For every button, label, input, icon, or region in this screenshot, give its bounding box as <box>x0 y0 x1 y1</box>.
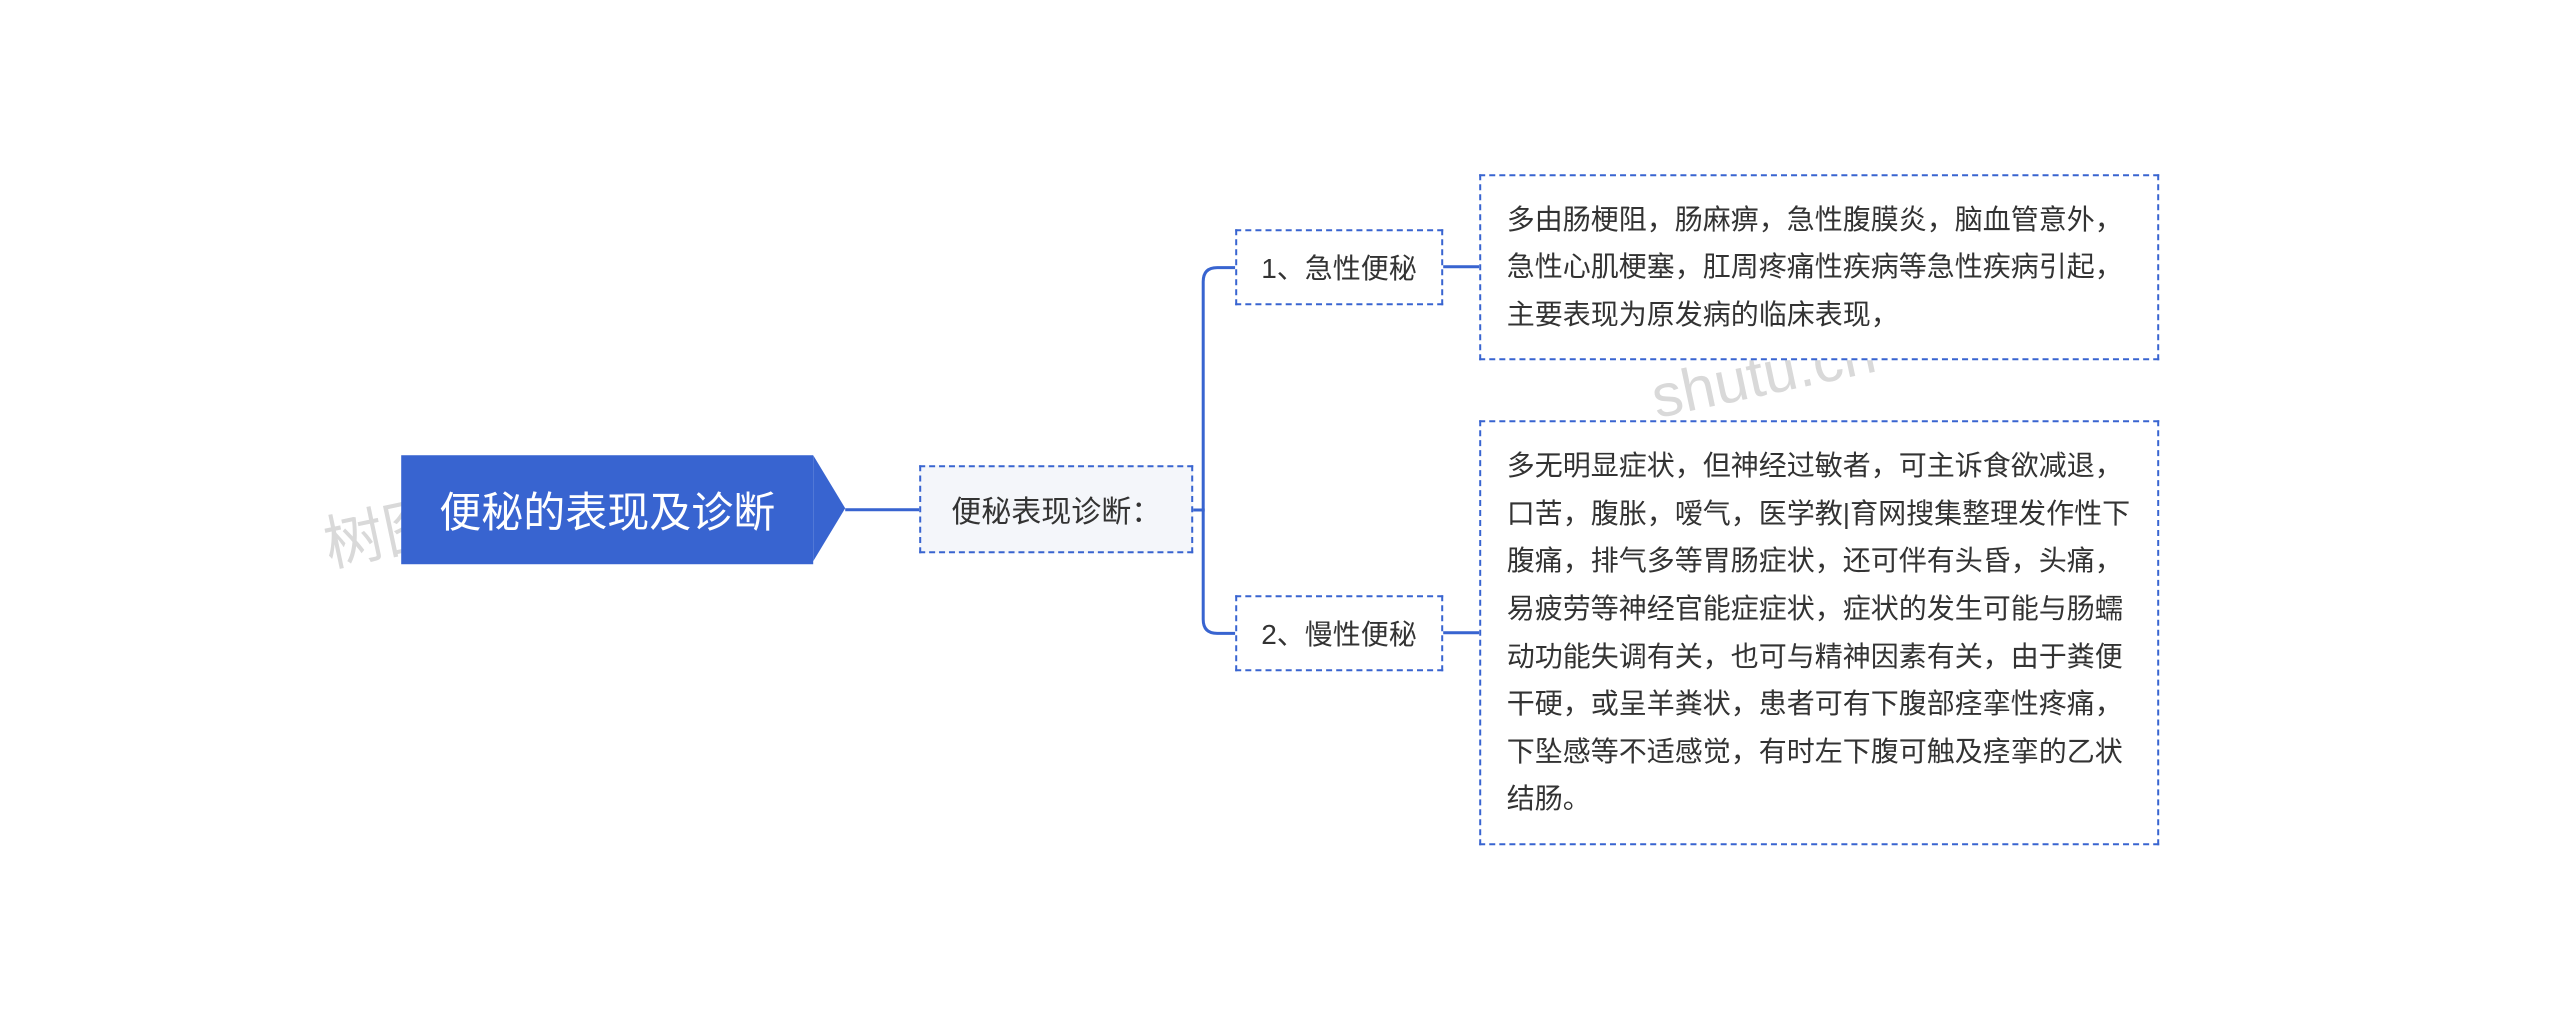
level2-node-chronic[interactable]: 2、慢性便秘 <box>1235 595 1443 671</box>
level3-node-chronic[interactable]: 多无明显症状，但神经过敏者，可主诉食欲减退，口苦，腹胀，嗳气，医学教|育网搜集整… <box>1479 421 2159 846</box>
branch-item-2: 2、慢性便秘 多无明显症状，但神经过敏者，可主诉食欲减退，口苦，腹胀，嗳气，医学… <box>1235 421 2159 846</box>
connector-root-to-level1 <box>845 508 919 511</box>
connector-level2-2 <box>1443 631 1479 634</box>
branch-connector-svg <box>1193 174 1235 846</box>
level1-label: 便秘表现诊断： <box>951 497 1161 530</box>
root-node[interactable]: 便秘的表现及诊断 <box>401 455 813 564</box>
branch-container: 1、急性便秘 多由肠梗阻，肠麻痹，急性腹膜炎，脑血管意外，急性心肌梗塞，肛周疼痛… <box>1235 174 2159 846</box>
root-label: 便秘的表现及诊断 <box>439 479 775 540</box>
level2-label-1: 1、急性便秘 <box>1261 253 1417 284</box>
level1-node[interactable]: 便秘表现诊断： <box>919 466 1193 554</box>
level2-label-2: 2、慢性便秘 <box>1261 619 1417 650</box>
level3-detail-2: 多无明显症状，但神经过敏者，可主诉食欲减退，口苦，腹胀，嗳气，医学教|育网搜集整… <box>1507 451 2130 815</box>
branch-item-1: 1、急性便秘 多由肠梗阻，肠麻痹，急性腹膜炎，脑血管意外，急性心肌梗塞，肛周疼痛… <box>1235 174 2159 361</box>
mindmap-container: 便秘的表现及诊断 便秘表现诊断： 1、急性便秘 多由肠梗阻，肠麻痹，急性腹膜炎，… <box>401 174 2159 846</box>
level2-node-acute[interactable]: 1、急性便秘 <box>1235 229 1443 305</box>
level3-node-acute[interactable]: 多由肠梗阻，肠麻痹，急性腹膜炎，脑血管意外，急性心肌梗塞，肛周疼痛性疾病等急性疾… <box>1479 174 2159 361</box>
level3-detail-1: 多由肠梗阻，肠麻痹，急性腹膜炎，脑血管意外，急性心肌梗塞，肛周疼痛性疾病等急性疾… <box>1507 204 2123 330</box>
connector-level2-1 <box>1443 266 1479 269</box>
